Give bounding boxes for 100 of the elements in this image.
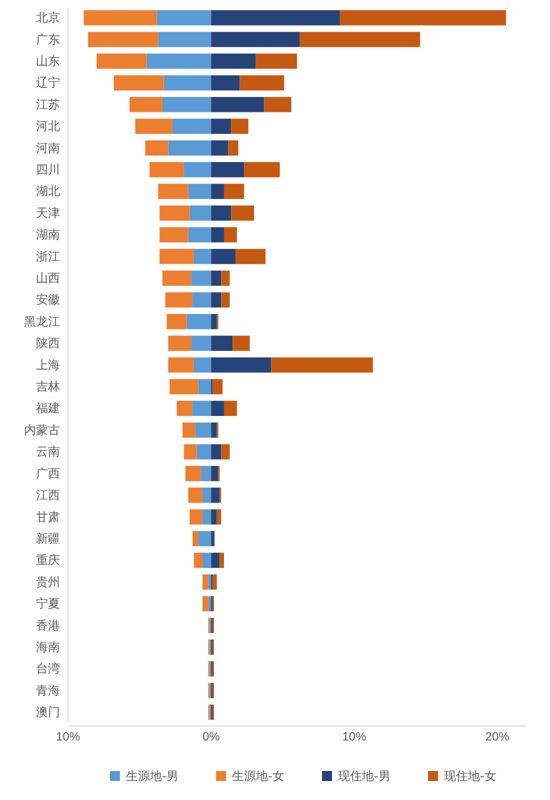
bar: [176, 400, 193, 416]
bar: [202, 488, 212, 503]
bar: [221, 270, 230, 286]
bar: [88, 32, 158, 48]
bar: [211, 54, 256, 69]
y-tick-label: 内蒙古: [24, 422, 60, 437]
bar: [170, 379, 198, 394]
bar: [211, 509, 217, 525]
bar: [114, 75, 164, 90]
y-tick-label: 青海: [36, 683, 60, 698]
bar: [211, 336, 233, 351]
bar: [96, 54, 147, 69]
bar: [221, 444, 230, 460]
bar: [231, 205, 254, 221]
bar: [168, 336, 192, 351]
bar: [211, 314, 217, 330]
bar: [224, 184, 244, 199]
bar: [224, 227, 237, 242]
bar: [211, 140, 228, 156]
bar: [192, 400, 212, 416]
bar: [211, 552, 220, 568]
bar: [135, 118, 172, 134]
bar: [240, 75, 284, 90]
bar: [202, 574, 208, 590]
bar: [184, 162, 212, 178]
legend-label: 现住地-女: [444, 769, 496, 783]
bar: [211, 248, 236, 264]
bar: [271, 357, 373, 373]
bar: [182, 422, 196, 438]
y-tick-label: 吉林: [36, 380, 60, 394]
bar: [194, 248, 212, 264]
bar: [188, 184, 212, 199]
bar: [186, 314, 212, 330]
y-tick-label: 澳门: [36, 705, 60, 720]
bar: [195, 422, 212, 438]
bar: [194, 357, 212, 373]
y-tick-label: 海南: [36, 640, 60, 654]
bar: [211, 162, 244, 178]
bar: [211, 357, 272, 373]
bar: [202, 596, 208, 612]
bar: [185, 466, 202, 482]
bar: [146, 54, 212, 69]
y-tick-label: 安徽: [36, 292, 60, 307]
bar: [211, 32, 300, 48]
y-tick-label: 湖南: [36, 228, 60, 242]
y-tick-label: 黑龙江: [24, 314, 60, 328]
bar: [211, 96, 264, 112]
bar: [216, 509, 222, 525]
legend-label: 现住地-男: [338, 769, 390, 783]
bar: [211, 466, 218, 482]
bar: [244, 162, 280, 178]
bar: [160, 248, 194, 264]
bar: [211, 488, 220, 503]
bar: [184, 444, 197, 460]
y-tick-label: 河南: [36, 140, 60, 155]
bar: [212, 379, 223, 394]
bar: [211, 292, 222, 308]
bar: [211, 400, 224, 416]
bar: [190, 509, 203, 525]
x-tick-label: 10%: [56, 730, 80, 744]
bar: [158, 184, 188, 199]
bar: [211, 422, 217, 438]
y-tick-label: 云南: [36, 444, 60, 459]
bar: [168, 140, 212, 156]
bar: [84, 10, 157, 26]
bar: [198, 379, 212, 394]
bar: [194, 552, 203, 568]
bar: [156, 10, 212, 26]
bar: [191, 270, 212, 286]
y-tick-label: 山东: [36, 54, 60, 68]
bar: [164, 75, 212, 90]
bar: [188, 227, 212, 242]
y-tick-label: 台湾: [36, 662, 60, 676]
bar: [300, 32, 420, 48]
y-tick-label: 辽宁: [36, 76, 60, 90]
bar: [160, 227, 188, 242]
y-tick-label: 福建: [36, 401, 60, 416]
y-tick-label: 山西: [36, 271, 60, 286]
bar: [168, 357, 194, 373]
bar: [192, 531, 198, 546]
bar: [196, 444, 212, 460]
y-tick-label: 江西: [36, 488, 60, 502]
y-tick-label: 北京: [36, 10, 60, 25]
y-tick-label: 甘肃: [36, 510, 60, 524]
bar: [158, 32, 212, 48]
y-tick-label: 江苏: [36, 97, 60, 112]
bar: [192, 292, 212, 308]
bar: [166, 314, 187, 330]
bar: [220, 552, 224, 568]
bar: [211, 75, 240, 90]
bar: [202, 509, 212, 525]
bar: [211, 444, 222, 460]
bar: [211, 270, 222, 286]
bar: [188, 488, 203, 503]
x-tick-label: 20%: [485, 730, 510, 744]
bar: [162, 270, 192, 286]
y-tick-label: 浙江: [36, 249, 60, 264]
y-tick-label: 湖北: [36, 184, 60, 198]
bar: [202, 552, 212, 568]
x-tick-label: 0%: [202, 730, 220, 744]
